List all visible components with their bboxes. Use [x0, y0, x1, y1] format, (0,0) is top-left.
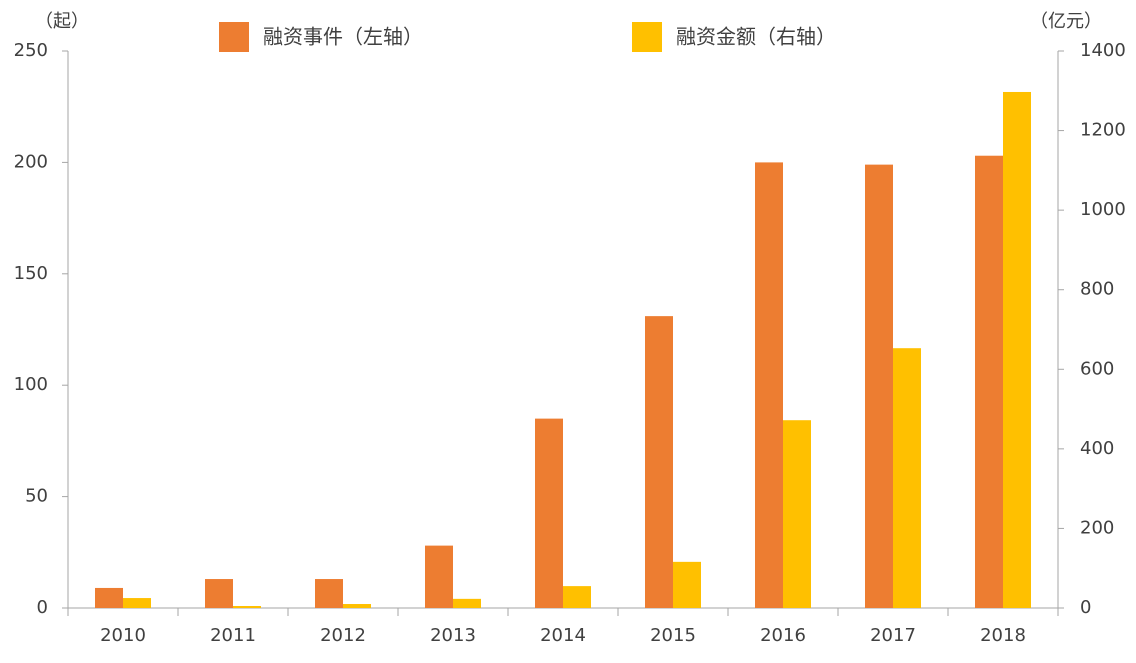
y-tick-label: 200 [14, 151, 48, 172]
bar [453, 598, 481, 608]
legend-label: 融资事件（左轴） [263, 25, 423, 49]
bar [233, 606, 261, 608]
bar [563, 586, 591, 608]
y2-tick-label: 200 [1080, 517, 1114, 538]
bar [975, 155, 1003, 608]
x-tick-label: 2016 [760, 625, 806, 646]
bar [343, 604, 371, 608]
bar [893, 348, 921, 608]
bar [425, 545, 453, 608]
y2-axis-label: （亿元） [1030, 11, 1102, 32]
y-tick-label: 250 [14, 40, 48, 61]
bar [865, 164, 893, 609]
bar [755, 162, 783, 608]
y2-tick-label: 800 [1080, 279, 1114, 300]
y2-tick-label: 1200 [1080, 120, 1126, 141]
legend-label: 融资金额（右轴） [676, 25, 836, 49]
bar [205, 579, 233, 608]
x-tick-label: 2015 [650, 625, 696, 646]
bar [645, 316, 673, 608]
y-tick-label: 100 [14, 374, 48, 395]
y-tick-label: 150 [14, 263, 48, 284]
x-tick-label: 2014 [540, 625, 586, 646]
y2-tick-label: 1400 [1080, 40, 1126, 61]
bar [535, 418, 563, 608]
x-tick-label: 2018 [980, 625, 1026, 646]
y2-tick-label: 0 [1080, 597, 1091, 618]
y2-tick-label: 600 [1080, 358, 1114, 379]
y-tick-label: 50 [25, 486, 48, 507]
y2-tick-label: 1000 [1080, 199, 1126, 220]
y2-tick-label: 400 [1080, 438, 1114, 459]
legend-swatch [219, 22, 249, 52]
y-axis-label: （起） [35, 11, 89, 32]
bar [783, 420, 811, 608]
x-tick-label: 2011 [210, 625, 256, 646]
bar [1003, 91, 1031, 608]
x-tick-label: 2013 [430, 625, 476, 646]
legend-swatch [632, 22, 662, 52]
x-tick-label: 2017 [870, 625, 916, 646]
x-tick-label: 2010 [100, 625, 146, 646]
bar [315, 579, 343, 608]
bar [95, 587, 123, 608]
x-tick-label: 2012 [320, 625, 366, 646]
y-tick-label: 0 [37, 597, 48, 618]
bar [673, 561, 701, 608]
bar [123, 598, 151, 608]
